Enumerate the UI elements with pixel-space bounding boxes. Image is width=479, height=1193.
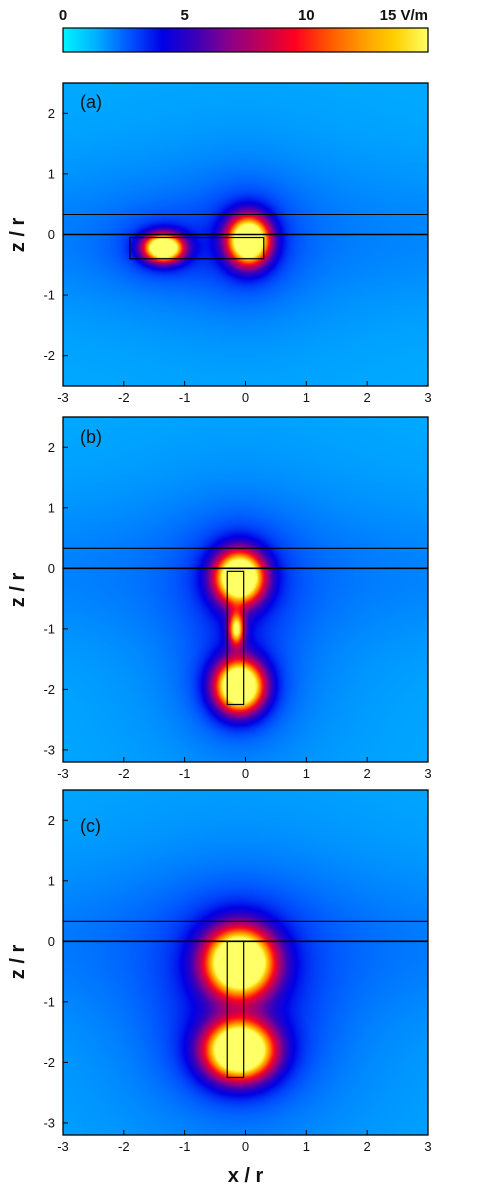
x-tick-label: -1 — [179, 1139, 191, 1154]
x-axis-label: x / r — [228, 1165, 264, 1187]
y-axis-label-a: z / r — [7, 218, 29, 253]
nanorod-outline — [226, 940, 245, 1079]
panel-c-label: (c) — [80, 816, 101, 836]
x-tick-label: 3 — [424, 390, 431, 405]
y-tick-label: -1 — [43, 288, 55, 303]
x-tick-label: 1 — [303, 1139, 310, 1154]
y-tick-label: 1 — [48, 166, 55, 181]
colorbar-bar — [62, 27, 429, 53]
x-tick-label: 0 — [242, 1139, 249, 1154]
panel-b-label: (b) — [80, 427, 102, 447]
y-tick-label: 2 — [48, 813, 55, 828]
x-tick-label: -1 — [179, 766, 191, 781]
y-tick-label: 0 — [48, 227, 55, 242]
x-tick-label: 3 — [424, 766, 431, 781]
x-tick-label: -2 — [118, 766, 130, 781]
y-tick-label: 2 — [48, 106, 55, 121]
x-tick-label: 2 — [364, 1139, 371, 1154]
colorbar: 0 5 10 15 V/m — [59, 7, 429, 53]
y-axis-label-c: z / r — [7, 945, 29, 980]
y-tick-label: 0 — [48, 561, 55, 576]
y-tick-label: -2 — [43, 1055, 55, 1070]
x-tick-label: -3 — [57, 390, 69, 405]
colorbar-tick-10: 10 — [298, 7, 315, 24]
colorbar-tick-0: 0 — [59, 7, 67, 24]
y-tick-label: -3 — [43, 742, 55, 757]
panel-c-field-map — [63, 790, 428, 1135]
x-tick-label: 2 — [364, 390, 371, 405]
x-tick-label: -3 — [57, 766, 69, 781]
y-tick-label: -2 — [43, 682, 55, 697]
x-tick-label: -3 — [57, 1139, 69, 1154]
y-tick-label: -1 — [43, 994, 55, 1009]
panel-b: (b) — [62, 416, 429, 763]
nanorod-outline — [226, 570, 245, 706]
y-tick-label: 2 — [48, 440, 55, 455]
y-tick-label: 0 — [48, 934, 55, 949]
colorbar-tick-5: 5 — [181, 7, 189, 24]
x-tick-label: 1 — [303, 390, 310, 405]
colorbar-tick-15: 15 V/m — [380, 7, 428, 24]
x-tick-label: -1 — [179, 390, 191, 405]
x-tick-label: 0 — [242, 390, 249, 405]
y-tick-label: -1 — [43, 621, 55, 636]
x-tick-label: 0 — [242, 766, 249, 781]
panel-b-field-map — [63, 417, 428, 762]
panel-c: (c) — [62, 789, 429, 1136]
x-tick-label: -2 — [118, 1139, 130, 1154]
panel-a-label: (a) — [80, 92, 102, 112]
x-tick-label: -2 — [118, 390, 130, 405]
y-tick-label: 1 — [48, 873, 55, 888]
y-tick-label: 1 — [48, 500, 55, 515]
y-tick-label: -3 — [43, 1115, 55, 1130]
y-axis-label-b: z / r — [7, 573, 29, 608]
x-tick-label: 3 — [424, 1139, 431, 1154]
panel-a: (a) — [62, 82, 429, 387]
x-tick-label: 2 — [364, 766, 371, 781]
y-tick-label: -2 — [43, 348, 55, 363]
nanorod-outline — [129, 236, 265, 260]
x-tick-label: 1 — [303, 766, 310, 781]
